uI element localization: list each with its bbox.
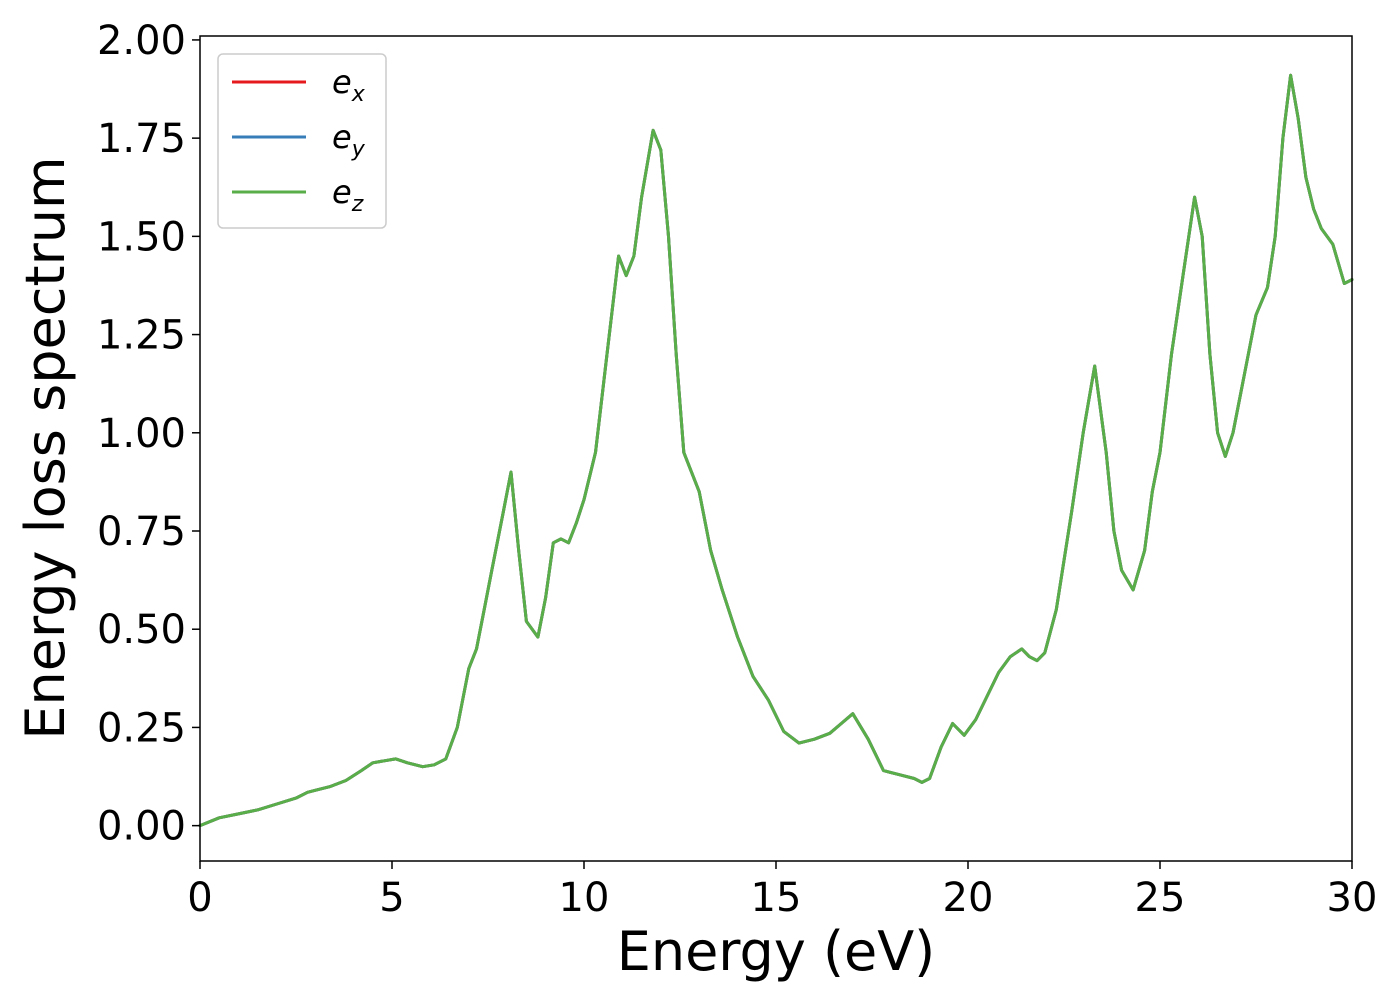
x-tick-label: 10: [559, 875, 610, 921]
x-axis-label: Energy (eV): [617, 920, 936, 983]
y-tick-label: 1.75: [97, 116, 186, 162]
y-tick-label: 1.00: [97, 411, 186, 457]
x-tick-label: 20: [943, 875, 994, 921]
y-tick-label: 0.25: [97, 705, 186, 751]
y-axis-ticks: 0.00 0.25 0.50 0.75 1.00 1.25 1.50 1.75 2.00: [97, 18, 200, 850]
y-tick-label: 0.00: [97, 804, 186, 850]
y-tick-label: 1.50: [97, 214, 186, 260]
y-tick-label: 1.25: [97, 313, 186, 359]
x-tick-label: 25: [1135, 875, 1186, 921]
x-tick-label: 30: [1327, 875, 1378, 921]
y-tick-label: 0.75: [97, 509, 186, 555]
x-axis-ticks: 0 5 10 15 20 25 30: [187, 861, 1377, 921]
x-tick-label: 15: [751, 875, 802, 921]
y-axis-label: Energy loss spectrum: [14, 156, 77, 739]
series-layer: [198, 73, 1354, 828]
legend-box: [217, 53, 387, 229]
series-line-e-z: [198, 73, 1354, 828]
y-tick-label: 2.00: [97, 18, 186, 64]
x-tick-label: 5: [379, 875, 404, 921]
x-tick-label: 0: [187, 875, 212, 921]
y-tick-label: 0.50: [97, 607, 186, 653]
